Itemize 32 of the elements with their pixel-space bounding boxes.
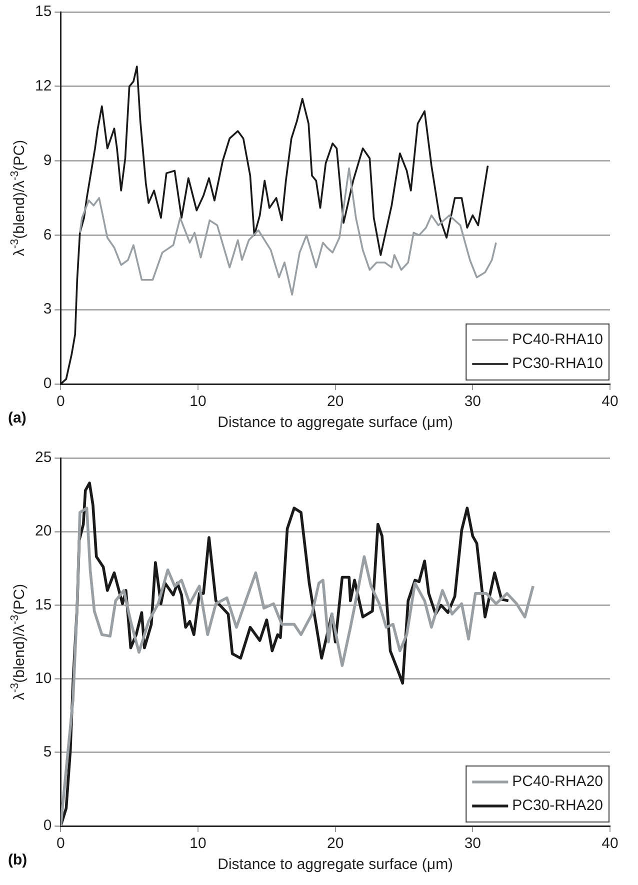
x-tick-label: 20 [327,835,344,852]
legend-label: PC40-RHA10 [512,331,604,348]
x-axis-title: Distance to aggregate surface (μm) [218,414,454,432]
y-tick-label: 20 [34,522,52,540]
y-tick-label: 10 [34,670,52,687]
x-tick-label: 0 [56,393,65,410]
y-tick-label: 9 [43,152,52,169]
x-tick-label: 20 [327,393,344,410]
x-tick-label: 0 [56,835,65,852]
text: (a) [8,410,26,427]
y-tick-label: 0 [43,375,52,392]
x-tick-label: 40 [602,835,618,852]
x-tick-label: 30 [464,393,482,410]
y-tick-label: 3 [43,300,52,318]
x-tick-label: 10 [190,835,206,852]
y-axis-title: λ-3(blend)/λ-3(PC) [9,584,28,700]
legend-label: PC40-RHA20 [512,773,604,790]
x-tick-label: 30 [464,835,482,852]
x-tick-label: 10 [190,393,206,410]
y-tick-label: 15 [34,596,52,614]
y-tick-label: 12 [34,78,52,95]
x-axis-title: Distance to aggregate surface (μm) [218,856,454,874]
x-tick-label: 40 [602,393,618,410]
y-tick-label: 6 [43,226,52,244]
legend-label: PC30-RHA10 [512,355,604,372]
y-tick-label: 5 [43,744,52,761]
y-axis-title: λ-3(blend)/λ-3(PC) [9,140,28,256]
legend-label: PC30-RHA20 [512,797,604,814]
text: (b) [8,852,28,869]
y-tick-label: 15 [34,3,52,20]
y-tick-label: 25 [34,449,52,466]
y-tick-label: 0 [43,817,52,834]
